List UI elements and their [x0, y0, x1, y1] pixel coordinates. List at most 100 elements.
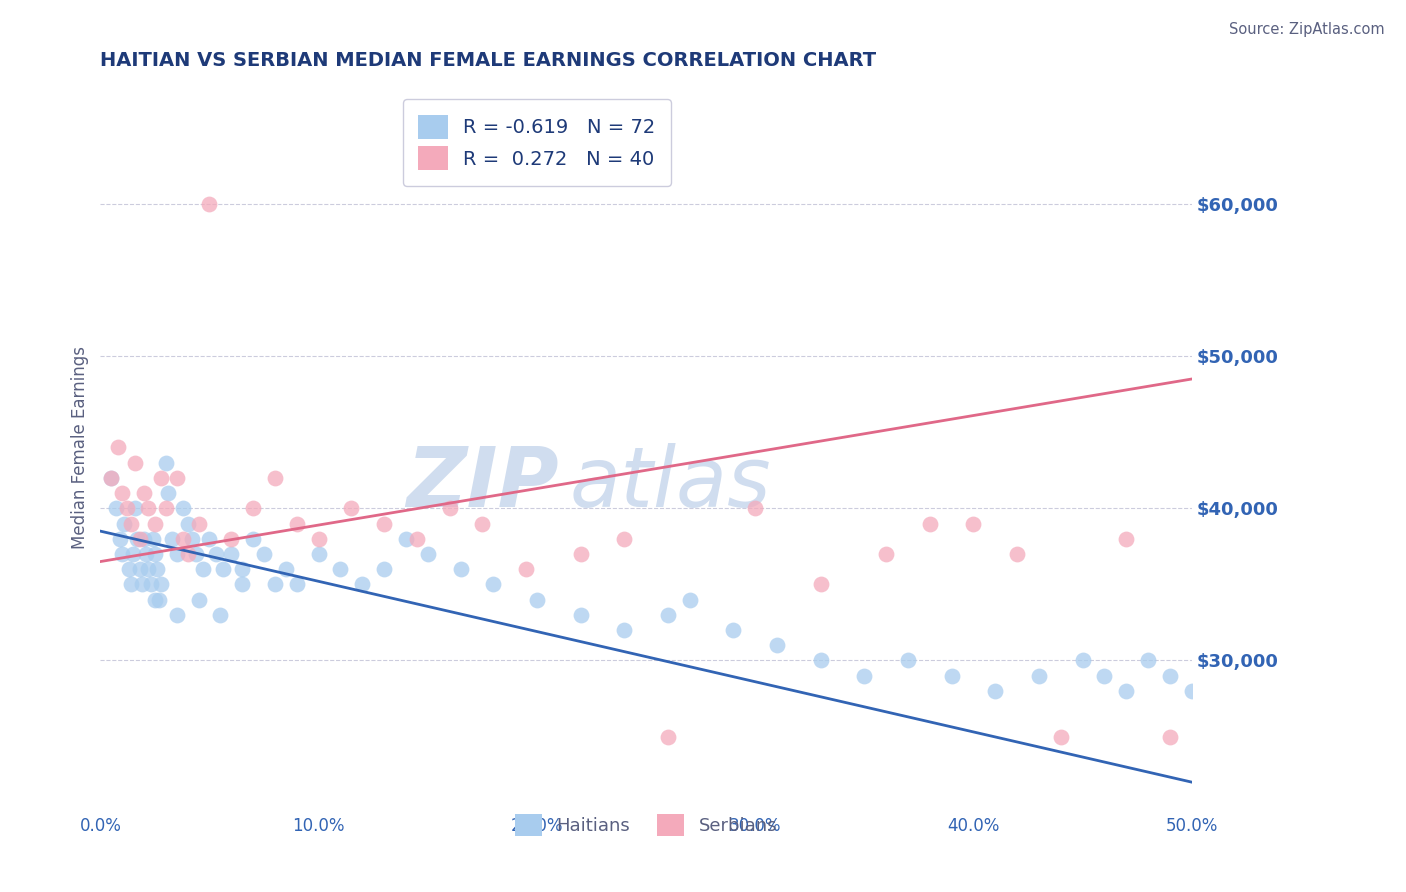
Point [918, 516, 941, 531]
Point [744, 501, 766, 516]
Point [166, 471, 188, 485]
Point [162, 532, 184, 546]
Point [274, 562, 297, 576]
Text: HAITIAN VS SERBIAN MEDIAN FEMALE EARNINGS CORRELATION CHART: HAITIAN VS SERBIAN MEDIAN FEMALE EARNING… [100, 51, 876, 70]
Point [657, 607, 679, 622]
Text: Source: ZipAtlas.com: Source: ZipAtlas.com [1229, 22, 1385, 37]
Point [143, 516, 166, 531]
Point [166, 607, 188, 622]
Point [142, 532, 165, 546]
Point [515, 562, 537, 576]
Point [340, 501, 363, 516]
Point [143, 547, 166, 561]
Point [186, 547, 208, 561]
Point [352, 577, 374, 591]
Point [766, 638, 789, 652]
Point [128, 532, 150, 546]
Point [112, 516, 135, 531]
Point [875, 547, 897, 561]
Point [482, 577, 505, 591]
Point [155, 501, 177, 516]
Point [242, 532, 264, 546]
Point [231, 577, 253, 591]
Point [471, 516, 494, 531]
Point [285, 577, 308, 591]
Point [679, 592, 702, 607]
Legend: Haitians, Serbians: Haitians, Serbians [508, 807, 785, 844]
Point [1028, 668, 1050, 682]
Point [1159, 730, 1181, 744]
Point [100, 471, 122, 485]
Point [211, 562, 233, 576]
Point [191, 562, 214, 576]
Point [613, 623, 636, 637]
Point [723, 623, 745, 637]
Point [253, 547, 276, 561]
Point [111, 486, 134, 500]
Point [984, 684, 1007, 698]
Point [187, 592, 209, 607]
Point [264, 471, 287, 485]
Y-axis label: Median Female Earnings: Median Female Earnings [72, 346, 89, 549]
Point [810, 653, 832, 667]
Point [176, 516, 198, 531]
Point [122, 547, 145, 561]
Point [962, 516, 984, 531]
Point [166, 547, 188, 561]
Point [941, 668, 963, 682]
Point [405, 532, 427, 546]
Point [1159, 668, 1181, 682]
Point [1005, 547, 1028, 561]
Point [1115, 684, 1137, 698]
Point [242, 501, 264, 516]
Point [569, 607, 592, 622]
Point [1071, 653, 1094, 667]
Point [172, 532, 194, 546]
Point [146, 562, 169, 576]
Point [613, 532, 636, 546]
Point [329, 562, 352, 576]
Point [128, 562, 150, 576]
Point [108, 532, 131, 546]
Point [150, 471, 173, 485]
Point [157, 486, 180, 500]
Point [148, 592, 170, 607]
Point [111, 547, 134, 561]
Point [155, 456, 177, 470]
Point [439, 501, 461, 516]
Point [450, 562, 472, 576]
Point [810, 577, 832, 591]
Point [221, 547, 243, 561]
Point [221, 532, 243, 546]
Point [897, 653, 920, 667]
Point [172, 501, 194, 516]
Point [308, 532, 330, 546]
Point [526, 592, 548, 607]
Point [138, 562, 160, 576]
Point [1115, 532, 1137, 546]
Point [104, 501, 127, 516]
Point [569, 547, 592, 561]
Point [416, 547, 439, 561]
Point [187, 516, 209, 531]
Point [115, 501, 138, 516]
Point [124, 456, 146, 470]
Point [308, 547, 330, 561]
Point [198, 532, 221, 546]
Point [209, 607, 232, 622]
Point [198, 197, 221, 211]
Point [132, 486, 155, 500]
Point [1137, 653, 1160, 667]
Point [118, 562, 141, 576]
Point [135, 547, 157, 561]
Point [124, 501, 146, 516]
Point [395, 532, 418, 546]
Point [205, 547, 228, 561]
Point [853, 668, 876, 682]
Point [657, 730, 679, 744]
Point [264, 577, 287, 591]
Point [120, 577, 142, 591]
Text: atlas: atlas [569, 443, 772, 524]
Point [120, 516, 142, 531]
Point [1094, 668, 1116, 682]
